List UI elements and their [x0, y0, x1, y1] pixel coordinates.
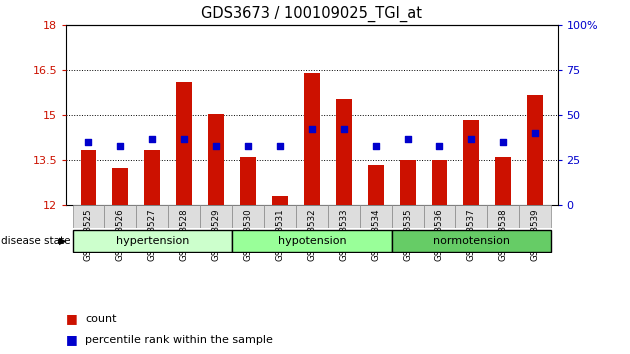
Title: GDS3673 / 100109025_TGI_at: GDS3673 / 100109025_TGI_at [202, 6, 422, 22]
Bar [495, 157, 512, 205]
FancyBboxPatch shape [392, 205, 423, 228]
Text: ■: ■ [66, 333, 78, 346]
FancyBboxPatch shape [488, 205, 519, 228]
Text: GSM493527: GSM493527 [148, 208, 157, 261]
Bar [336, 98, 352, 205]
Text: disease state: disease state [1, 236, 71, 246]
FancyBboxPatch shape [136, 205, 168, 228]
Bar [368, 165, 384, 205]
Text: GSM493530: GSM493530 [244, 208, 253, 261]
Bar [176, 82, 192, 205]
FancyBboxPatch shape [72, 230, 232, 252]
Point [179, 136, 189, 141]
FancyBboxPatch shape [72, 205, 105, 228]
Point [370, 143, 381, 149]
Point [147, 136, 158, 141]
Text: GSM493525: GSM493525 [84, 208, 93, 261]
Text: ■: ■ [66, 312, 78, 325]
Point [211, 143, 221, 149]
Bar [208, 114, 224, 205]
Text: hypertension: hypertension [116, 236, 189, 246]
Point [435, 143, 445, 149]
Point [243, 143, 253, 149]
FancyBboxPatch shape [200, 205, 232, 228]
Text: GSM493537: GSM493537 [467, 208, 476, 261]
Text: GSM493534: GSM493534 [371, 208, 380, 261]
Point [83, 139, 93, 145]
Point [339, 127, 349, 132]
Bar [112, 168, 129, 205]
FancyBboxPatch shape [232, 205, 264, 228]
Point [530, 130, 541, 136]
Text: count: count [85, 314, 117, 324]
FancyBboxPatch shape [232, 230, 392, 252]
FancyBboxPatch shape [168, 205, 200, 228]
Text: percentile rank within the sample: percentile rank within the sample [85, 335, 273, 345]
Text: GSM493539: GSM493539 [530, 208, 540, 261]
Text: hypotension: hypotension [278, 236, 346, 246]
Bar [304, 73, 320, 205]
Text: GSM493533: GSM493533 [340, 208, 348, 261]
FancyBboxPatch shape [328, 205, 360, 228]
Point [498, 139, 508, 145]
Bar [272, 196, 288, 205]
FancyBboxPatch shape [455, 205, 488, 228]
Text: GSM493538: GSM493538 [499, 208, 508, 261]
Text: ▶: ▶ [59, 236, 66, 246]
Point [466, 136, 476, 141]
Point [403, 136, 413, 141]
Bar [464, 120, 479, 205]
Point [307, 127, 317, 132]
FancyBboxPatch shape [296, 205, 328, 228]
Bar [81, 150, 96, 205]
Text: GSM493531: GSM493531 [275, 208, 284, 261]
FancyBboxPatch shape [264, 205, 296, 228]
Text: GSM493535: GSM493535 [403, 208, 412, 261]
FancyBboxPatch shape [423, 205, 455, 228]
FancyBboxPatch shape [519, 205, 551, 228]
Text: GSM493536: GSM493536 [435, 208, 444, 261]
Point [115, 143, 125, 149]
Text: GSM493532: GSM493532 [307, 208, 316, 261]
Bar [240, 157, 256, 205]
FancyBboxPatch shape [105, 205, 136, 228]
Bar [399, 160, 416, 205]
Text: GSM493526: GSM493526 [116, 208, 125, 261]
FancyBboxPatch shape [392, 230, 551, 252]
Text: GSM493529: GSM493529 [212, 208, 220, 261]
Bar [527, 96, 543, 205]
Bar [432, 160, 447, 205]
Text: normotension: normotension [433, 236, 510, 246]
Point [275, 143, 285, 149]
Text: GSM493528: GSM493528 [180, 208, 189, 261]
Bar [144, 150, 160, 205]
FancyBboxPatch shape [360, 205, 392, 228]
